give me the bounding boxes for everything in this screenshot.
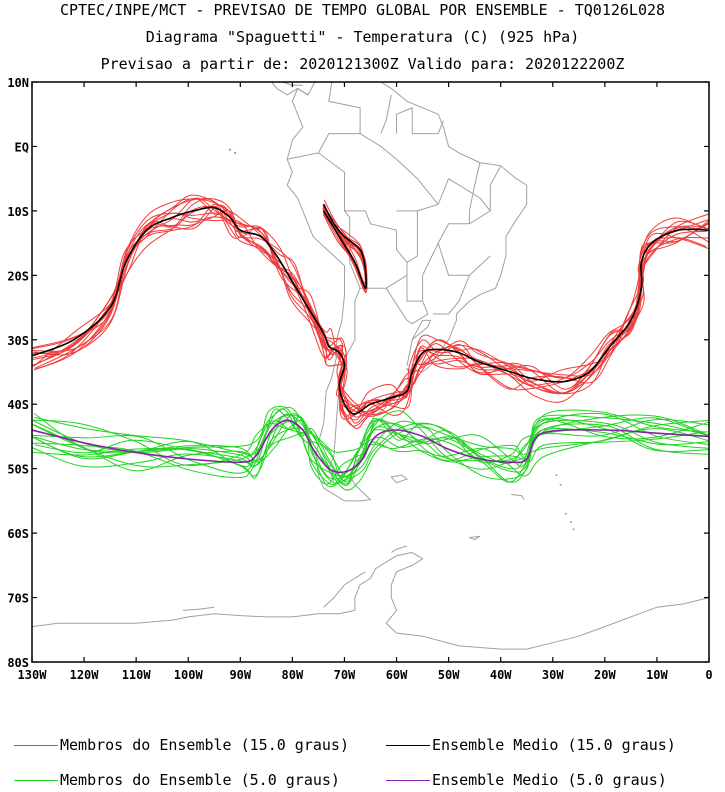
- legend-green-members: Membros do Ensemble (5.0 graus): [14, 771, 340, 789]
- black-mean-line-andes: [322, 204, 368, 290]
- lon-tick-label: 120W: [70, 668, 100, 682]
- lon-tick-label: 130W: [18, 668, 48, 682]
- lon-tick-label: 10W: [646, 668, 668, 682]
- lon-tick-label: 30W: [542, 668, 564, 682]
- country-border: [433, 275, 470, 315]
- antarctica-coastline: [32, 551, 413, 628]
- mean-lines-layer: [32, 204, 709, 474]
- legend-row-1: Membros do Ensemble (15.0 graus) Ensembl…: [0, 736, 725, 756]
- south-shetland-coastline: [391, 545, 408, 553]
- island-dot: [564, 512, 567, 515]
- green-member-line: [32, 408, 709, 482]
- red-member-line: [32, 194, 709, 406]
- country-border: [396, 107, 444, 135]
- lat-tick-label: 40S: [7, 398, 29, 412]
- galapagos-dot: [233, 151, 237, 155]
- lon-tick-label: 80W: [282, 668, 304, 682]
- island-dot: [559, 483, 562, 486]
- south-georgia-coastline: [511, 493, 525, 500]
- central-america-coastline: [270, 82, 309, 96]
- country-border: [396, 178, 450, 212]
- alexander-island-coastline: [323, 571, 366, 608]
- legend-red-line-icon: [14, 744, 58, 746]
- legend-red-members: Membros do Ensemble (15.0 graus): [14, 736, 349, 754]
- legend-green-label: Membros do Ensemble (5.0 graus): [60, 771, 340, 789]
- title-line-2: Diagrama "Spaguetti" - Temperatura (C) (…: [145, 28, 580, 46]
- lon-tick-label: 50W: [438, 668, 460, 682]
- lat-tick-label: EQ: [15, 140, 29, 154]
- antarctica-coastline: [385, 551, 709, 650]
- lat-tick-label: 60S: [7, 527, 29, 541]
- country-border: [437, 178, 492, 276]
- island-dot: [555, 474, 558, 477]
- lat-tick-label: 20S: [7, 269, 29, 283]
- legend-green-line-icon: [14, 779, 58, 781]
- country-border: [406, 319, 432, 366]
- galapagos-dot: [228, 148, 232, 151]
- lat-tick-label: 10N: [7, 76, 29, 90]
- red-member-line: [32, 198, 709, 418]
- legend-black-label: Ensemble Medio (15.0 graus): [432, 736, 676, 754]
- country-border: [287, 152, 351, 263]
- south-america-coastline: [286, 82, 528, 502]
- lat-tick-label: 70S: [7, 592, 29, 606]
- legend-row-2: Membros do Ensemble (5.0 graus) Ensemble…: [0, 771, 725, 791]
- legend-black-mean: Ensemble Medio (15.0 graus): [386, 736, 676, 754]
- purple-mean-line: [32, 419, 709, 474]
- red-member-line: [33, 204, 709, 420]
- lon-tick-label: 20W: [594, 668, 616, 682]
- lon-tick-label: 100W: [174, 668, 204, 682]
- south-orkney-coastline: [469, 535, 481, 541]
- legend-red-label: Membros do Ensemble (15.0 graus): [60, 736, 349, 754]
- country-border: [385, 275, 429, 325]
- plot-frame: [31, 81, 710, 663]
- country-border: [359, 133, 439, 205]
- country-border: [344, 210, 408, 289]
- red-member-line: [33, 209, 709, 417]
- legend-purple-line-icon: [386, 779, 430, 781]
- country-border: [468, 162, 481, 224]
- title-line-1: CPTEC/INPE/MCT - PREVISAO DE TEMPO GLOBA…: [59, 1, 666, 19]
- green-member-line: [34, 414, 709, 479]
- lat-tick-label: 30S: [7, 334, 29, 348]
- lon-tick-label: 70W: [334, 668, 356, 682]
- thurston-island-coastline: [182, 606, 215, 611]
- country-border: [380, 94, 392, 134]
- legend-purple-label: Ensemble Medio (5.0 graus): [432, 771, 667, 789]
- red-member-line: [32, 198, 709, 415]
- green-member-line: [34, 409, 707, 462]
- red-members-layer: [32, 194, 709, 430]
- legend-purple-mean: Ensemble Medio (5.0 graus): [386, 771, 667, 789]
- lat-tick-label: 10S: [7, 205, 29, 219]
- lon-tick-label: 90W: [229, 668, 251, 682]
- lon-tick-label: 60W: [386, 668, 408, 682]
- green-member-line: [32, 413, 709, 487]
- falklands-coastline: [390, 474, 409, 484]
- lon-tick-label: 40W: [490, 668, 512, 682]
- legend-black-line-icon: [386, 744, 430, 746]
- green-member-line: [32, 423, 709, 491]
- island-dot: [569, 521, 572, 524]
- lat-tick-label: 80S: [7, 656, 29, 670]
- red-member-line: [34, 198, 709, 413]
- red-member-line: [32, 198, 707, 417]
- lon-tick-label: 0: [705, 668, 712, 682]
- green-members-layer: [32, 405, 709, 491]
- lon-tick-label: 110W: [122, 668, 152, 682]
- country-border: [422, 242, 439, 302]
- title-line-3: Previsao a partir de: 2020121300Z Valido…: [100, 55, 625, 73]
- red-member-line: [32, 197, 709, 413]
- country-border: [406, 210, 418, 263]
- black-mean-line: [32, 206, 709, 415]
- island-dot: [572, 528, 575, 531]
- lat-tick-label: 50S: [7, 463, 29, 477]
- country-border: [489, 165, 502, 211]
